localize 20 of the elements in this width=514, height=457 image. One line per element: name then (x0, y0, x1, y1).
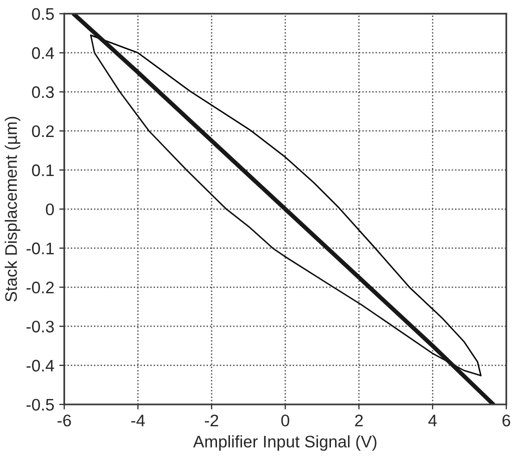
y-tick-label: -0.5 (26, 398, 54, 411)
y-tick-label: -0.2 (26, 282, 54, 294)
x-tick-label: -2 (204, 414, 218, 426)
x-tick-label: 6 (502, 414, 510, 426)
y-tick-label: 0.4 (32, 47, 54, 59)
x-tick-label: -4 (131, 414, 145, 426)
y-tick-label: 0.2 (32, 125, 54, 138)
x-tick-label: 4 (428, 414, 437, 426)
y-tick-label: -0.4 (26, 360, 54, 372)
y-tick-label: 0.3 (32, 86, 54, 98)
x-tick-label: 2 (355, 414, 363, 426)
y-tick-label: 0 (46, 203, 54, 216)
y-tick-label: -0.3 (26, 320, 54, 332)
x-tick-label: -6 (58, 414, 71, 426)
x-tick-label: 0 (281, 414, 290, 426)
y-tick-label: -0.1 (26, 242, 54, 254)
y-axis-title: Stack Displacement (µm) (4, 116, 20, 302)
y-tick-label: 0.1 (32, 164, 54, 176)
y-tick-label: 0.5 (32, 8, 54, 20)
x-axis-title: Amplifier Input Signal (V) (193, 435, 376, 451)
